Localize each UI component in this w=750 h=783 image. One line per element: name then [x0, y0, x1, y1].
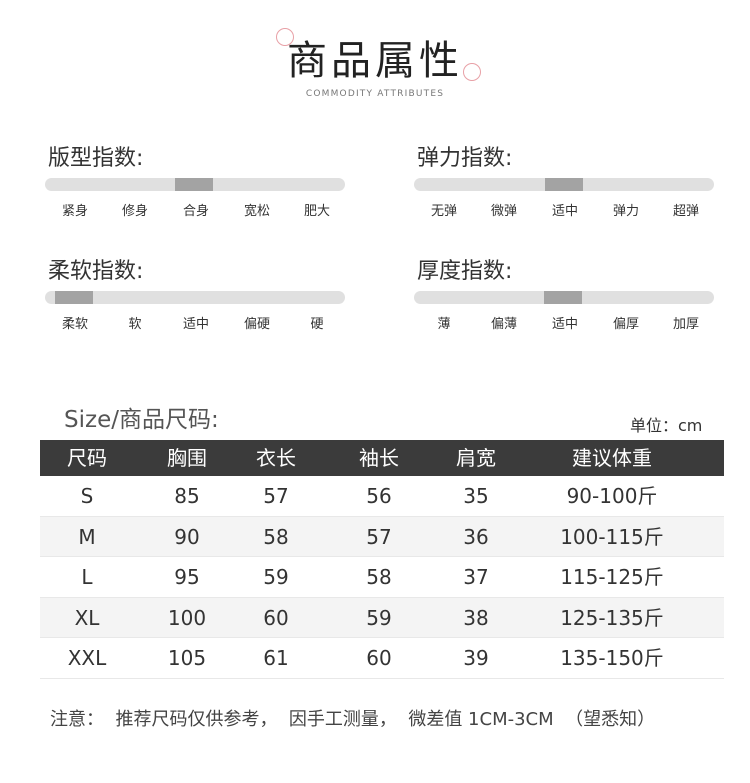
column-header: 尺码 [67, 446, 107, 470]
table-cell: M [78, 524, 96, 549]
page-subtitle: COMMODITY ATTRIBUTES [305, 89, 445, 99]
index-option-label: 柔软 [61, 317, 88, 332]
table-row: XXL 105 61 60 39 135-150斤 [40, 638, 724, 679]
table-cell: 135-150斤 [560, 646, 664, 671]
table-cell: 125-135斤 [560, 605, 664, 630]
table-cell: 57 [366, 524, 392, 549]
page-title: 商品属性 [287, 38, 463, 84]
table-cell: 37 [463, 565, 489, 590]
table-cell: 57 [263, 484, 289, 508]
index-option-label: 修身 [121, 204, 148, 219]
table-row: M 90 58 57 36 100-115斤 [40, 516, 724, 558]
index-option-label: 硬 [310, 317, 324, 332]
table-cell: XXL [67, 646, 107, 671]
decor-circle-left [276, 28, 294, 46]
column-header: 肩宽 [456, 446, 496, 470]
column-header: 衣长 [256, 446, 296, 470]
index-bar-marker [55, 291, 93, 304]
index-option-label: 偏薄 [490, 317, 517, 332]
table-cell: 59 [263, 565, 289, 590]
index-bar-marker [544, 291, 582, 304]
column-header: 胸围 [167, 446, 207, 470]
size-title: Size/商品尺码: [64, 407, 219, 433]
index-option-label: 肥大 [303, 204, 330, 219]
table-cell: 36 [463, 524, 489, 549]
table-cell: 100-115斤 [560, 524, 664, 549]
index-option-label: 宽松 [243, 204, 270, 219]
table-row: L 95 59 58 37 115-125斤 [40, 557, 724, 598]
index-bar: 薄 偏薄 适中 偏厚 加厚 [414, 291, 714, 332]
index-option-label: 合身 [182, 204, 209, 219]
index-title: 弹力指数: [417, 146, 513, 171]
index-title: 版型指数: [48, 146, 144, 171]
index-bar: 柔软 软 适中 偏硬 硬 [45, 291, 345, 332]
table-cell: S [80, 484, 94, 508]
table-cell: 85 [174, 484, 200, 508]
note: 注意： 推荐尺码仅供参考， 因手工测量， 微差值 1CM-3CM （望悉知） [50, 709, 656, 730]
index-option-label: 适中 [182, 317, 209, 332]
table-row: S 85 57 56 35 90-100斤 [40, 476, 724, 517]
table-cell: 59 [366, 605, 392, 630]
column-header: 袖长 [359, 446, 399, 470]
index-option-label: 偏厚 [612, 317, 639, 332]
index-bar: 紧身 修身 合身 宽松 肥大 [45, 178, 345, 219]
table-cell: 90 [174, 524, 200, 549]
table-cell: 56 [366, 484, 392, 508]
table-cell: 38 [463, 605, 489, 630]
unit-label: 单位：cm [630, 416, 703, 435]
table-cell: 35 [463, 484, 489, 508]
table-cell: 61 [263, 646, 289, 671]
table-cell: 90-100斤 [566, 484, 658, 508]
index-title: 柔软指数: [48, 259, 144, 284]
table-header: 尺码 胸围 衣长 袖长 肩宽 建议体重 [40, 440, 724, 476]
size-table: 尺码 胸围 衣长 袖长 肩宽 建议体重 S 85 57 56 35 90-100斤 M 90 58 57 36 1… [40, 440, 724, 679]
table-cell: 105 [167, 646, 207, 671]
table-cell: XL [74, 605, 100, 630]
table-row: XL 100 60 59 38 125-135斤 [40, 597, 724, 639]
table-cell: 58 [263, 524, 289, 549]
index-option-label: 弹力 [612, 204, 639, 219]
table-cell: L [81, 565, 93, 590]
table-cell: 95 [174, 565, 200, 590]
table-cell: 115-125斤 [560, 565, 664, 590]
index-option-label: 偏硬 [243, 317, 270, 332]
table-cell: 100 [167, 605, 207, 630]
index-option-label: 适中 [551, 317, 578, 332]
decor-circle-right [463, 63, 481, 81]
index-option-label: 超弹 [672, 204, 699, 219]
table-cell: 60 [263, 605, 289, 630]
table-cell: 58 [366, 565, 392, 590]
index-option-label: 软 [128, 317, 142, 332]
index-option-label: 适中 [551, 204, 578, 219]
index-option-label: 微弹 [490, 204, 517, 219]
index-bar-marker [545, 178, 583, 191]
index-title: 厚度指数: [417, 259, 513, 284]
index-option-label: 无弹 [430, 204, 457, 219]
index-bar-marker [175, 178, 213, 191]
index-option-label: 薄 [437, 317, 451, 332]
table-cell: 39 [463, 646, 489, 671]
index-option-label: 加厚 [672, 317, 699, 332]
table-cell: 60 [366, 646, 392, 671]
column-header: 建议体重 [572, 446, 652, 470]
index-option-label: 紧身 [61, 204, 88, 219]
index-bar: 无弹 微弹 适中 弹力 超弹 [414, 178, 714, 219]
